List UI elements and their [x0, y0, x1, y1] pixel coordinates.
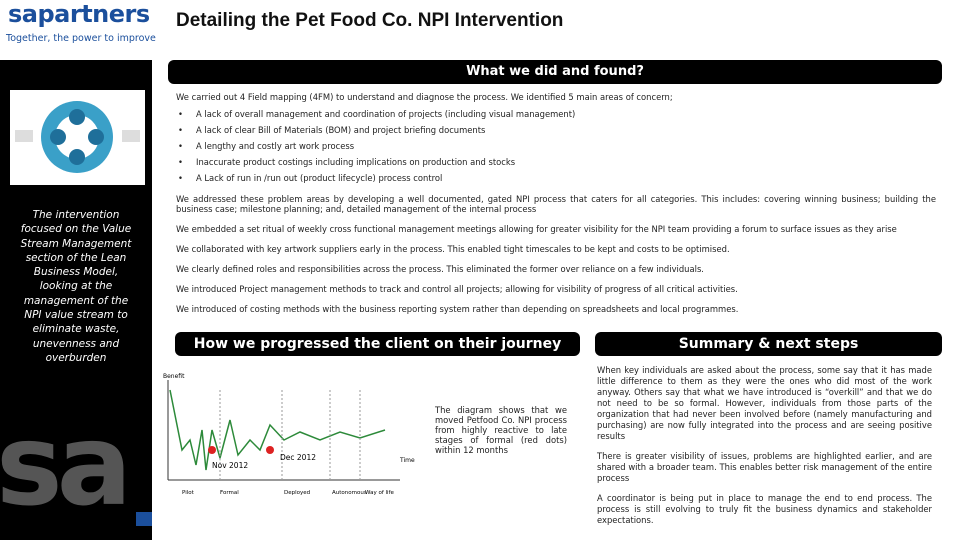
- watermark: sa: [0, 401, 132, 531]
- paragraph: There is greater visibility of issues, p…: [597, 451, 932, 483]
- paragraph: A coordinator is being put in place to m…: [597, 493, 932, 525]
- paragraph: We addressed these problem areas by deve…: [176, 194, 936, 214]
- y-label: Benefit: [163, 373, 185, 380]
- stage-label: Deployed: [284, 490, 310, 496]
- paragraph: We clearly defined roles and responsibil…: [176, 264, 704, 274]
- progress-diagram: Benefit Time Nov 2012 Dec 2012 Pilot For…: [163, 373, 415, 496]
- section-heading: How we progressed the client on their jo…: [175, 332, 580, 356]
- bullet: A lack of clear Bill of Materials (BOM) …: [176, 122, 936, 138]
- sidebar: The intervention focused on the Value St…: [0, 60, 152, 540]
- stage-label: Autonomous: [332, 490, 367, 496]
- diagram-caption: The diagram shows that we moved Petfood …: [435, 405, 567, 455]
- logo-square: [136, 512, 152, 526]
- logo-name: sapartners: [8, 0, 150, 28]
- paragraphs: We addressed these problem areas by deve…: [176, 194, 936, 314]
- sidebar-text: The intervention focused on the Value St…: [20, 209, 132, 364]
- title: Detailing the Pet Food Co. NPI Intervent…: [176, 10, 564, 31]
- logo-tagline: Together, the power to improve: [6, 33, 156, 44]
- paragraph: We introduced Project management methods…: [176, 284, 738, 294]
- bullet-list: A lack of overall management and coordin…: [176, 106, 936, 186]
- stage-label: Pilot: [182, 490, 195, 496]
- bullet: A Lack of run in /run out (product lifec…: [176, 170, 936, 186]
- paragraph: We embedded a set ritual of weekly cross…: [176, 224, 897, 234]
- section-heading: Summary & next steps: [595, 332, 942, 356]
- bullet: A lack of overall management and coordin…: [176, 106, 936, 122]
- sidebar-diagram: [10, 90, 145, 185]
- intro: We carried out 4 Field mapping (4FM) to …: [176, 92, 673, 102]
- point-label: Dec 2012: [280, 453, 316, 462]
- paragraph: We introduced of costing methods with th…: [176, 304, 739, 314]
- bullet: Inaccurate product costings including im…: [176, 154, 936, 170]
- section-heading: What we did and found?: [168, 60, 942, 84]
- x-label: Time: [399, 457, 415, 464]
- summary-body: When key individuals are asked about the…: [597, 365, 932, 535]
- point-label: Nov 2012: [212, 461, 248, 470]
- paragraph: We collaborated with key artwork supplie…: [176, 244, 730, 254]
- paragraph: When key individuals are asked about the…: [597, 365, 932, 441]
- stage-label: Way of life: [365, 490, 395, 496]
- section-body: We carried out 4 Field mapping (4FM) to …: [176, 92, 936, 324]
- bullet: A lengthy and costly art work process: [176, 138, 936, 154]
- stage-label: Formal: [220, 490, 239, 496]
